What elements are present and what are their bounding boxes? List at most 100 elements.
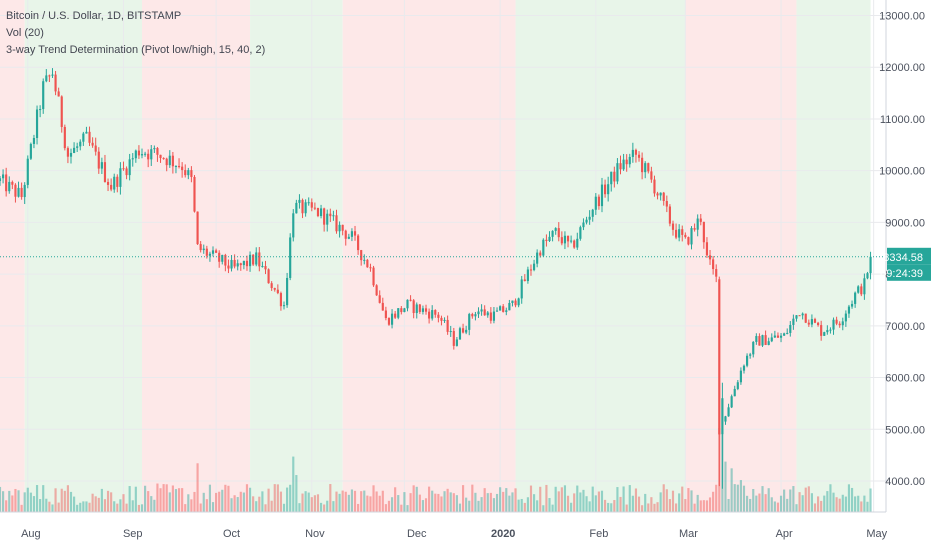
- volume-bar: [699, 500, 702, 512]
- volume-bar: [449, 492, 452, 512]
- volume-bar: [474, 492, 477, 512]
- volume-bar: [841, 494, 844, 512]
- volume-bar: [705, 500, 709, 512]
- candle-body: [8, 181, 11, 192]
- candle-body: [499, 306, 502, 311]
- volume-bar: [88, 502, 91, 512]
- candle-body: [233, 259, 236, 267]
- volume-bar: [329, 484, 332, 512]
- volume-bar: [258, 496, 261, 512]
- volume-bar: [338, 493, 341, 512]
- legend-symbol[interactable]: Bitcoin / U.S. Dollar, 1D, BITSTAMP: [6, 10, 182, 22]
- legend-volume-indicator[interactable]: Vol (20): [6, 27, 44, 39]
- candle-body: [749, 354, 752, 356]
- candle-body: [221, 254, 224, 262]
- legend-trend-indicator[interactable]: 3-way Trend Determination (Pivot low/hig…: [6, 44, 266, 56]
- candle-body: [551, 230, 554, 237]
- volume-bar: [11, 495, 14, 512]
- time-tick-label: Sep: [123, 528, 143, 540]
- candle-body: [372, 267, 375, 286]
- candle-body: [245, 260, 249, 267]
- volume-bar: [437, 493, 440, 512]
- volume-bar: [140, 504, 144, 512]
- volume-bar: [455, 495, 458, 512]
- candle-body: [54, 74, 57, 92]
- candle-body: [76, 146, 79, 148]
- candle-body: [650, 171, 653, 180]
- candle-body: [570, 240, 573, 242]
- volume-bar: [313, 495, 316, 512]
- volume-bar: [857, 495, 860, 512]
- volume-bar: [631, 495, 634, 512]
- candle-body: [375, 285, 378, 296]
- candle-body: [823, 332, 826, 336]
- volume-bar: [591, 486, 594, 512]
- candle-body: [783, 333, 786, 336]
- trend-zone-bearish: [142, 0, 251, 512]
- candle-body: [622, 159, 625, 170]
- candle-body: [631, 149, 634, 157]
- volume-bar: [566, 495, 570, 512]
- candle-body: [684, 234, 687, 238]
- volume-bar: [810, 493, 813, 512]
- candle-body: [292, 213, 295, 238]
- candle-body: [252, 254, 255, 265]
- candle-body: [517, 298, 520, 306]
- candle-body: [406, 299, 409, 309]
- volume-bar: [137, 504, 141, 512]
- candle-body: [20, 187, 23, 198]
- chart-legend: Bitcoin / U.S. Dollar, 1D, BITSTAMP Vol …: [6, 8, 265, 59]
- volume-bar: [653, 503, 656, 512]
- volume-bar: [659, 492, 662, 512]
- candle-body: [29, 143, 32, 159]
- volume-bar: [110, 492, 113, 512]
- volume-bar: [298, 503, 301, 512]
- candle-body: [597, 196, 600, 207]
- candle-body: [554, 228, 557, 231]
- candle-body: [600, 184, 604, 207]
- candle-body: [539, 252, 542, 256]
- volume-bar: [607, 502, 610, 512]
- candle-body: [270, 283, 273, 289]
- volume-bar: [502, 491, 505, 512]
- volume-bar: [106, 490, 110, 512]
- candle-body: [801, 313, 804, 316]
- volume-bar: [823, 495, 826, 512]
- volume-bar: [443, 491, 446, 512]
- volume-bar: [678, 493, 681, 512]
- price-tick-label: 9000.00: [885, 217, 925, 229]
- candle-body: [409, 299, 412, 301]
- volume-bar: [177, 488, 181, 512]
- volume-bar: [375, 491, 378, 512]
- candle-body: [653, 179, 656, 194]
- volume-bar: [387, 500, 391, 512]
- volume-bar: [637, 496, 641, 512]
- candle-body: [51, 74, 54, 76]
- volume-bar: [196, 463, 199, 512]
- candle-body: [761, 335, 764, 346]
- volume-bar: [526, 497, 529, 512]
- candle-body: [0, 178, 2, 182]
- candle-body: [526, 269, 529, 282]
- candle-body: [211, 250, 215, 254]
- volume-bar: [261, 491, 264, 512]
- volume-bar: [835, 497, 838, 512]
- volume-bar: [542, 505, 545, 512]
- candle-body: [687, 237, 690, 245]
- candle-body: [434, 310, 437, 315]
- volume-bar: [199, 503, 202, 512]
- last-price-label: 8334.58: [883, 252, 923, 264]
- candle-body: [273, 288, 276, 290]
- volume-bar: [829, 484, 832, 512]
- volume-bar: [239, 491, 242, 512]
- candle-body: [208, 253, 212, 256]
- candle-body: [295, 202, 298, 214]
- volume-bar: [286, 487, 289, 512]
- volume-bar: [270, 500, 273, 512]
- candle-body: [79, 141, 82, 147]
- volume-bar: [236, 497, 239, 512]
- candle-body: [264, 266, 267, 270]
- volume-bar: [801, 495, 804, 512]
